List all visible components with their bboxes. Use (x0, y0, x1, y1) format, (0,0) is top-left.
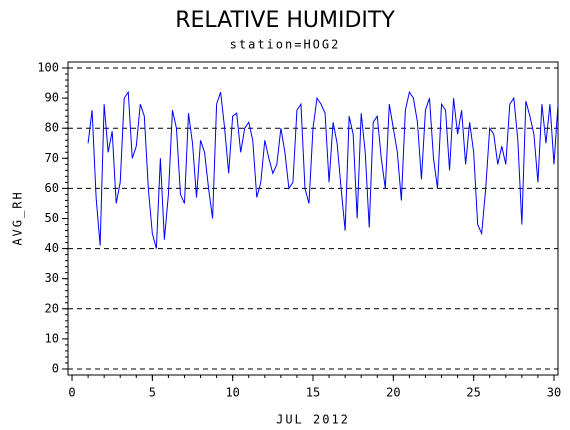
y-tick-label: 50 (45, 211, 59, 225)
x-tick-label: 30 (547, 386, 561, 400)
chart-title: RELATIVE HUMIDITY (175, 8, 395, 33)
y-tick-label: 30 (45, 271, 59, 285)
y-tick-label: 60 (45, 181, 59, 195)
y-tick-label: 80 (45, 121, 59, 135)
y-tick-label: 90 (45, 91, 59, 105)
y-tick-label: 10 (45, 331, 59, 345)
y-tick-label: 100 (37, 61, 59, 75)
chart-subtitle: station=HOG2 (230, 38, 341, 52)
x-tick-label: 25 (466, 386, 480, 400)
y-tick-label: 20 (45, 301, 59, 315)
y-axis-label: AVG_RH (11, 190, 25, 245)
x-tick-label: 20 (386, 386, 400, 400)
x-axis-label: JUL 2012 (276, 413, 350, 427)
x-tick-label: 0 (68, 386, 75, 400)
x-tick-label: 15 (306, 386, 320, 400)
x-tick-label: 10 (225, 386, 239, 400)
y-tick-label: 0 (52, 361, 59, 375)
y-tick-label: 40 (45, 241, 59, 255)
data-line (87, 90, 559, 249)
y-tick-label: 70 (45, 151, 59, 165)
x-tick-label: 5 (149, 386, 156, 400)
